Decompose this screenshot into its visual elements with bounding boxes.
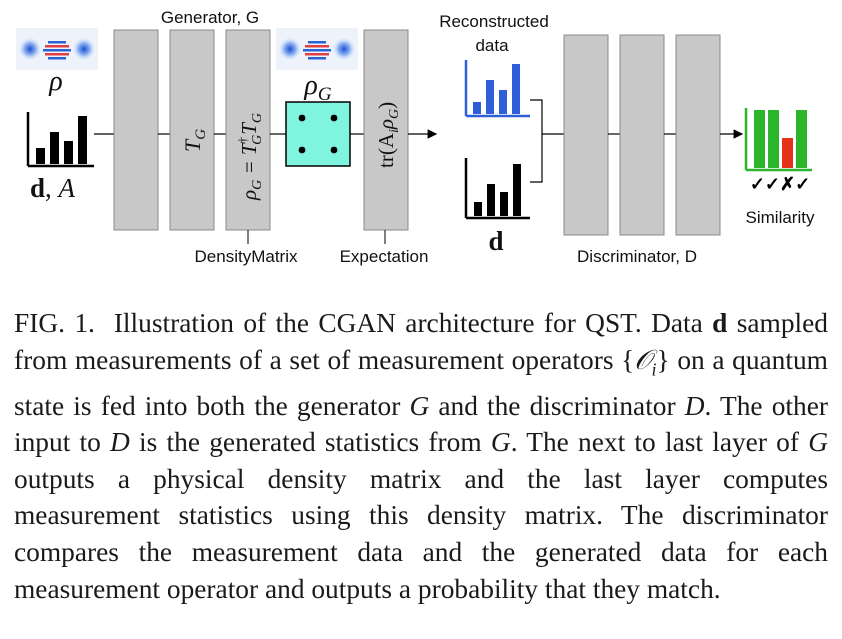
reconstructed-label-line2: data — [475, 36, 509, 55]
caption-operator-sub: i — [651, 359, 657, 380]
caption-operator: 𝒪 — [634, 344, 652, 375]
cgan-figure: Generator, G ρ d, A TG ρG = T†GTG — [16, 8, 815, 266]
caption-text: Illustration of the CGAN architecture fo… — [113, 308, 713, 338]
discriminator-layer-3 — [675, 34, 721, 236]
similarity-label: Similarity — [746, 208, 815, 227]
caption-g: G — [409, 390, 430, 421]
caption-d: D — [110, 427, 130, 458]
density-matrix-box — [285, 101, 351, 167]
rho-g-wavefunction-image — [276, 28, 358, 70]
matrix-dot — [298, 114, 306, 122]
discriminator-label: Discriminator, D — [577, 247, 697, 266]
input-data-bars — [26, 112, 94, 168]
layer-density-label: ρG = T†GTG — [235, 113, 265, 201]
real-data-label: d — [488, 226, 503, 256]
matrix-dot — [330, 114, 338, 122]
caption-g: G — [490, 427, 511, 458]
rho-label: ρ — [48, 66, 62, 97]
similarity-bars — [744, 108, 812, 172]
caption-text: outputs a physical density matrix and th… — [14, 463, 828, 604]
caption-text: sampled from measurements of a set of me… — [14, 308, 828, 375]
discriminator-layer-1 — [563, 34, 609, 236]
generator-layer-expectation — [363, 29, 409, 231]
reconstructed-data-bars — [464, 60, 530, 118]
generator-layer-1 — [113, 29, 159, 231]
rho-g-label: ρG — [303, 70, 331, 105]
expectation-label: Expectation — [340, 247, 429, 266]
matrix-dot — [330, 146, 338, 154]
discriminator-input-connector — [530, 99, 564, 183]
caption-text: . The other input to — [14, 390, 828, 458]
caption-bold-d: d — [712, 308, 728, 338]
caption-text: and the discriminator — [429, 390, 685, 421]
layer-trace-label: tr(AiρG) — [374, 102, 402, 168]
real-data-bars — [464, 158, 530, 220]
caption-text: . The next to last layer of — [510, 427, 809, 458]
layer-tg-label: TG — [180, 129, 209, 152]
caption-text: } on a quantum state is fed into both th… — [14, 344, 828, 421]
density-matrix-label: DensityMatrix — [195, 247, 298, 266]
generator-label: Generator, G — [161, 8, 259, 27]
d-a-label: d, A — [30, 173, 76, 203]
generator-layer-tg — [169, 29, 215, 231]
rho-wavefunction-image — [16, 28, 98, 70]
generator-layer-density — [225, 29, 271, 231]
caption-d: D — [684, 390, 705, 421]
similarity-marks: ✓✓✗✓ — [750, 174, 810, 194]
caption-text: is the generated statistics from — [129, 427, 491, 458]
reconstructed-label-line1: Reconstructed — [439, 12, 549, 31]
caption-label: FIG. 1. — [14, 308, 95, 338]
matrix-dot — [298, 146, 306, 154]
caption-g: G — [808, 427, 828, 458]
discriminator-layer-2 — [619, 34, 665, 236]
figure-caption: FIG. 1. Illustration of the CGAN archite… — [14, 305, 828, 607]
